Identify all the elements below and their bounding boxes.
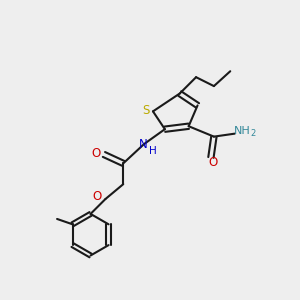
Text: O: O [92,190,102,203]
Text: N: N [139,138,148,151]
Text: NH: NH [234,126,250,136]
Text: S: S [142,104,149,117]
Text: O: O [209,156,218,169]
Text: H: H [148,146,156,156]
Text: 2: 2 [250,129,255,138]
Text: O: O [92,147,101,160]
